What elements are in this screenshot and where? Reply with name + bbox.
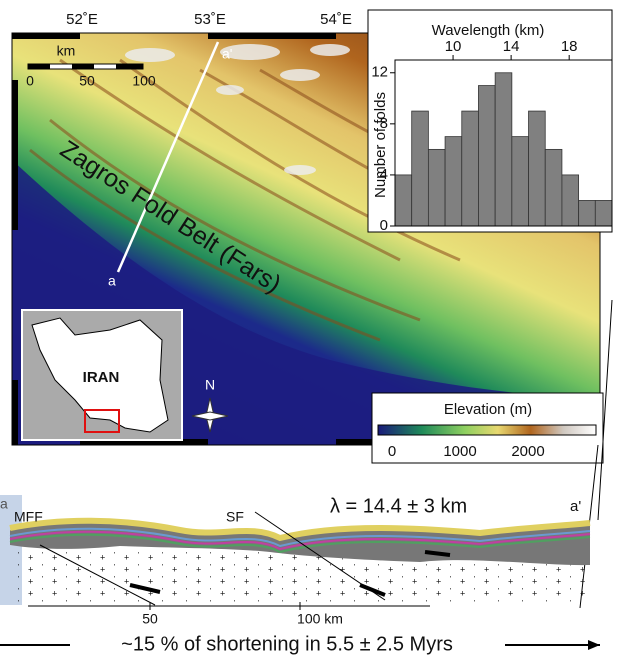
scale-tick: 0 bbox=[26, 73, 34, 89]
legend-tick: 2000 bbox=[511, 443, 544, 460]
scale-tick: 50 bbox=[79, 73, 95, 89]
inset-label: IRAN bbox=[83, 369, 120, 386]
y-tick-label: 4 bbox=[380, 166, 388, 183]
longitude-label: 54˚E bbox=[320, 11, 352, 28]
bar bbox=[462, 111, 479, 226]
elevation-legend: Elevation (m) 0 1000 2000 bbox=[372, 393, 603, 463]
x-tick-label: 10 bbox=[445, 38, 462, 55]
inset: IRAN bbox=[22, 310, 182, 440]
bar bbox=[595, 200, 612, 226]
longitude-label: 52˚E bbox=[66, 11, 98, 28]
fault-label: MFF bbox=[14, 509, 43, 525]
bar bbox=[412, 111, 429, 226]
y-tick-label: 0 bbox=[380, 217, 388, 234]
bar bbox=[478, 86, 495, 226]
bar bbox=[428, 149, 445, 226]
profile-start: a bbox=[108, 273, 116, 289]
section-end: a' bbox=[570, 498, 581, 515]
scale-unit: km bbox=[57, 43, 76, 59]
bar bbox=[512, 137, 529, 226]
figure: + + 52˚E 53˚E 54˚E km 0 bbox=[0, 0, 621, 662]
bar bbox=[562, 175, 579, 226]
bar bbox=[579, 200, 596, 226]
bar bbox=[445, 137, 462, 226]
x-axis-label: Wavelength (km) bbox=[432, 22, 545, 39]
legend-tick: 1000 bbox=[443, 443, 476, 460]
x-tick-label: 14 bbox=[503, 38, 520, 55]
fault-label: SF bbox=[226, 509, 244, 525]
bar bbox=[395, 175, 412, 226]
distance-label: 100 km bbox=[297, 611, 343, 627]
legend-tick: 0 bbox=[388, 443, 396, 460]
scale-tick: 100 bbox=[132, 73, 156, 89]
legend-title: Elevation (m) bbox=[444, 401, 532, 418]
bar bbox=[545, 149, 562, 226]
y-tick-label: 8 bbox=[380, 115, 388, 132]
caption-arrowhead bbox=[588, 640, 600, 650]
bar bbox=[495, 73, 512, 226]
north-label: N bbox=[205, 377, 215, 393]
section-start: a bbox=[0, 496, 8, 512]
bar bbox=[529, 111, 546, 226]
longitude-label: 53˚E bbox=[194, 11, 226, 28]
wavelength-label: λ = 14.4 ± 3 km bbox=[330, 495, 467, 517]
distance-label: 50 bbox=[142, 611, 158, 627]
caption: ~15 % of shortening in 5.5 ± 2.5 Myrs bbox=[121, 633, 453, 655]
x-tick-label: 18 bbox=[561, 38, 578, 55]
profile-end: a' bbox=[222, 46, 232, 62]
y-tick-label: 12 bbox=[371, 64, 388, 81]
